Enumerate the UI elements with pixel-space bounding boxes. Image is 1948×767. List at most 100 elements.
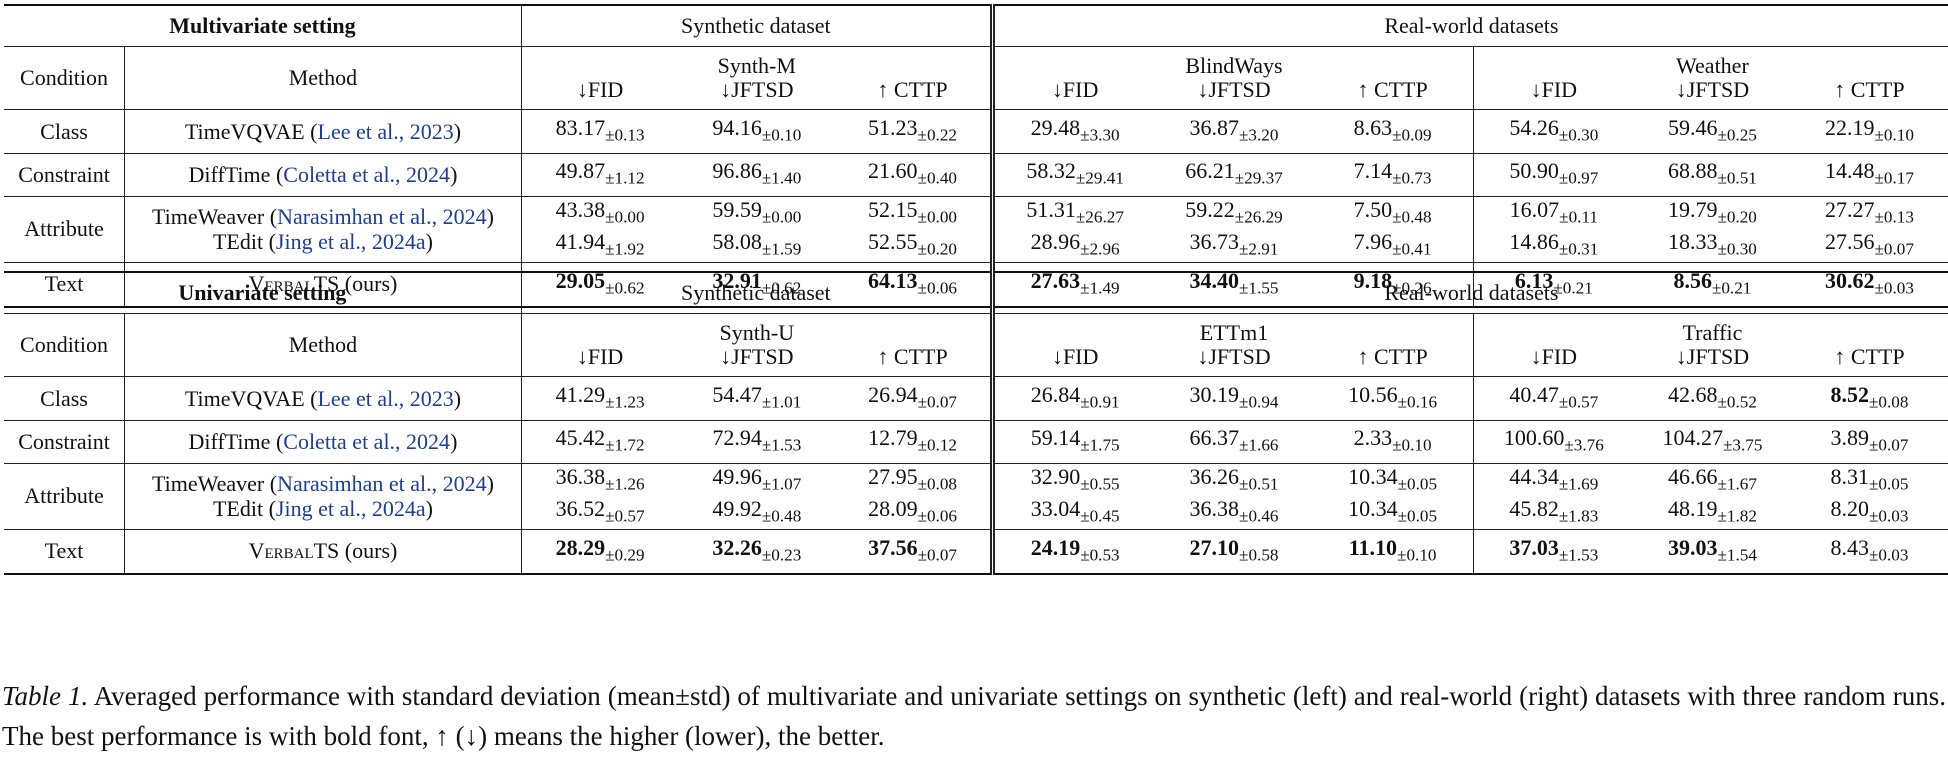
cell-std: ±0.46	[1239, 506, 1279, 526]
metric-header-fid: ↓FID	[576, 77, 624, 102]
result-cell: 14.48±0.17	[1790, 153, 1948, 197]
method-tedit: TEdit (Jing et al., 2024a)	[212, 496, 433, 522]
cell-std: ±29.37	[1234, 168, 1283, 188]
result-cell: 29.48±3.30	[992, 109, 1156, 154]
condition-class: Class	[4, 109, 126, 154]
cell-mean: 58.08	[712, 229, 762, 255]
result-line-tedit: 41.94±1.92	[524, 229, 676, 261]
cell-std: ±26.27	[1075, 207, 1124, 227]
cell-std: ±1.92	[605, 239, 645, 259]
cell-mean: 45.42	[555, 425, 606, 451]
cell-mean: 39.03	[1667, 534, 1718, 560]
result-cell: 37.03±1.53	[1473, 528, 1634, 575]
citation-link[interactable]: Lee et al., 2023	[317, 385, 454, 411]
citation-link[interactable]: Coletta et al., 2024	[283, 162, 451, 187]
cell-mean: 3.89	[1830, 425, 1869, 451]
result-cell: 26.84±0.91	[992, 376, 1156, 421]
result-cell: 2.33±0.10	[1312, 420, 1474, 464]
metric-header-jftsd: ↓JFTSD	[1197, 344, 1271, 369]
citation-link[interactable]: Narasimhan et al., 2024	[277, 204, 487, 230]
result-line-tedit: 10.34±0.05	[1315, 496, 1471, 528]
result-line-tedit: 58.08±1.59	[680, 229, 833, 261]
cell-std: ±1.67	[1717, 474, 1757, 494]
result-line-timeweaver: 59.22±26.29	[1158, 197, 1311, 229]
condition-class: Class	[4, 376, 126, 421]
cell-std: ±0.20	[1717, 207, 1757, 227]
method-attribute-pair: TimeWeaver (Narasimhan et al., 2024) TEd…	[124, 463, 522, 530]
cell-std: ±3.30	[1080, 125, 1120, 145]
metric-header-fid: ↓FID	[1051, 344, 1099, 369]
cell-mean: 43.38	[555, 197, 606, 222]
citation-link[interactable]: Jing et al., 2024a	[275, 496, 426, 522]
result-cell: 100.60±3.76	[1473, 420, 1634, 464]
result-cell-pair: 36.26±0.51 36.38±0.46	[1155, 463, 1313, 530]
caption-text: Averaged performance with standard devia…	[2, 681, 1946, 751]
result-cell-pair: 36.38±1.26 36.52±0.57	[521, 463, 679, 530]
result-cell: 26.94±0.07	[835, 376, 995, 421]
cell-std: ±0.17	[1874, 168, 1914, 188]
method-timeweaver: TimeWeaver (Narasimhan et al., 2024)	[151, 204, 494, 230]
cell-std: ±0.55	[1080, 474, 1120, 494]
metric-header-jftsd: ↓JFTSD	[1675, 77, 1750, 102]
cell-mean: 52.55	[868, 229, 918, 255]
cell-mean: 22.19	[1824, 114, 1875, 140]
cell-std: ±0.00	[761, 207, 802, 227]
result-cell: 10.56±0.16	[1312, 376, 1474, 421]
citation-link[interactable]: Narasimhan et al., 2024	[277, 471, 487, 497]
result-line-timeweaver: 7.50±0.48	[1314, 197, 1470, 229]
cell-mean: 32.26	[712, 534, 762, 560]
caption-label: Table 1.	[2, 681, 89, 711]
cell-mean: 94.16	[712, 114, 762, 140]
dataset-name-weather: Weather	[1676, 53, 1749, 78]
cell-mean: 8.20	[1830, 496, 1869, 522]
result-cell: 58.32±29.41	[992, 153, 1156, 197]
result-line-tedit: 48.19±1.82	[1636, 496, 1789, 528]
cell-std: ±1.66	[1239, 435, 1279, 455]
result-line-tedit: 18.33±0.30	[1636, 229, 1789, 261]
condition-constraint: Constraint	[4, 153, 126, 197]
cell-mean: 7.14	[1353, 158, 1393, 184]
synthetic-group-header: Synthetic dataset	[521, 4, 995, 47]
result-line-tedit: 7.96±0.41	[1314, 229, 1470, 261]
result-cell-pair: 10.34±0.05 10.34±0.05	[1312, 463, 1474, 530]
result-line-timeweaver: 32.90±0.55	[997, 464, 1154, 496]
cell-std: ±2.96	[1080, 239, 1120, 259]
result-cell: 3.89±0.07	[1790, 420, 1948, 464]
result-line-timeweaver: 46.66±1.67	[1636, 464, 1789, 496]
result-cell: 28.29±0.29	[521, 528, 679, 575]
citation-link[interactable]: Coletta et al., 2024	[283, 429, 451, 454]
citation-link[interactable]: Lee et al., 2023	[317, 118, 454, 144]
result-cell: 59.46±0.25	[1633, 109, 1791, 154]
cell-std: ±0.25	[1717, 125, 1757, 145]
cell-std: ±3.20	[1239, 125, 1279, 145]
result-line-timeweaver: 19.79±0.20	[1636, 197, 1789, 229]
cell-mean: 14.48	[1824, 158, 1875, 184]
result-cell: 22.19±0.10	[1790, 109, 1948, 154]
cell-std: ±0.48	[761, 506, 802, 526]
condition-header: Condition	[4, 313, 126, 377]
citation-link[interactable]: Jing et al., 2024a	[275, 229, 426, 255]
result-cell: 8.52±0.08	[1790, 376, 1948, 421]
cell-mean: 19.79	[1667, 197, 1718, 222]
cell-mean: 44.34	[1509, 464, 1559, 489]
cell-std: ±0.57	[1558, 392, 1599, 412]
cell-std: ±1.69	[1558, 474, 1599, 494]
cell-mean: 40.47	[1509, 381, 1559, 407]
cell-mean: 42.68	[1667, 381, 1718, 407]
cell-std: ±0.13	[605, 125, 645, 145]
cell-mean: 32.90	[1030, 464, 1081, 489]
cell-std: ±3.76	[1564, 435, 1604, 455]
cell-std: ±0.23	[761, 545, 802, 565]
metric-header-jftsd: ↓JFTSD	[1197, 77, 1271, 102]
result-cell: 39.03±1.54	[1633, 528, 1791, 575]
cell-std: ±1.40	[761, 168, 802, 188]
result-line-timeweaver: 51.31±26.27	[997, 197, 1154, 229]
result-line-tedit: 27.56±0.07	[1793, 229, 1946, 261]
result-cell-pair: 43.38±0.00 41.94±1.92	[521, 196, 679, 263]
method-header: Method	[124, 313, 522, 377]
result-line-timeweaver: 36.26±0.51	[1158, 464, 1311, 496]
metric-header-fid: ↓FID	[1530, 344, 1578, 369]
result-cell: 32.26±0.23	[678, 528, 836, 575]
result-line-timeweaver: 27.95±0.08	[837, 464, 988, 496]
result-cell: 8.63±0.09	[1312, 109, 1474, 154]
